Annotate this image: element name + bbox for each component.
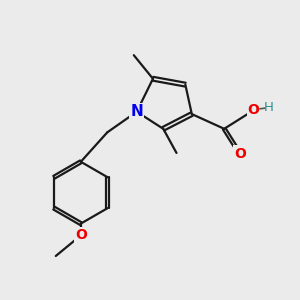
Text: O: O bbox=[75, 228, 87, 242]
Text: H: H bbox=[263, 101, 273, 114]
Text: N: N bbox=[130, 104, 143, 119]
Text: O: O bbox=[248, 103, 260, 117]
Text: O: O bbox=[234, 146, 246, 161]
